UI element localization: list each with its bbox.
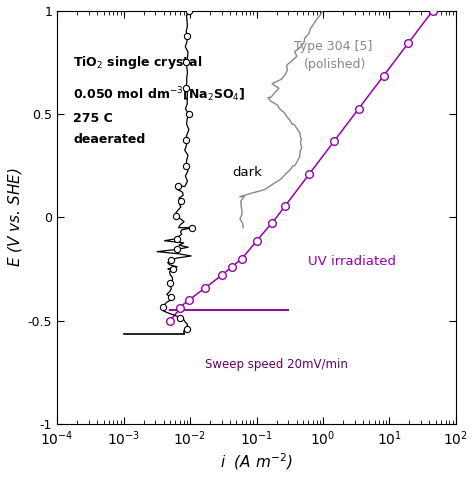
- Text: 275 C: 275 C: [73, 112, 113, 125]
- Text: Sweep speed 20mV/min: Sweep speed 20mV/min: [205, 358, 347, 371]
- Text: (polished): (polished): [304, 58, 367, 71]
- Text: dark: dark: [233, 166, 263, 179]
- X-axis label: $i$  (A m$^{-2}$): $i$ (A m$^{-2}$): [220, 452, 293, 472]
- Text: deaerated: deaerated: [73, 132, 146, 146]
- Text: UV irradiated: UV irradiated: [309, 255, 396, 268]
- Text: TiO$_2$ single crystal: TiO$_2$ single crystal: [73, 54, 202, 71]
- Text: 0.050 mol dm$^{-3}$[Na$_2$SO$_4$]: 0.050 mol dm$^{-3}$[Na$_2$SO$_4$]: [73, 85, 246, 104]
- Text: Type 304 [5]: Type 304 [5]: [294, 40, 373, 53]
- Y-axis label: $E$ (V vs. SHE): $E$ (V vs. SHE): [6, 168, 24, 267]
